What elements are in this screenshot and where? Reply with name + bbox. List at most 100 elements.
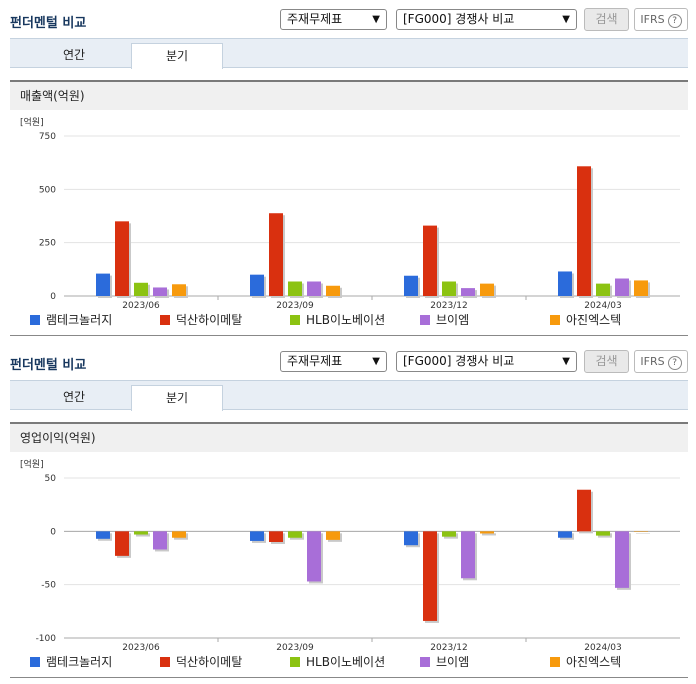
y-tick-label: 750 xyxy=(39,132,56,142)
bar xyxy=(307,531,321,582)
help-icon[interactable]: ? xyxy=(667,356,682,370)
bar xyxy=(326,285,340,296)
x-tick-label: 2023/12 xyxy=(430,301,467,310)
bar xyxy=(423,531,437,621)
legend-item[interactable]: 덕산하이메탈 xyxy=(160,653,242,670)
bar xyxy=(172,531,186,538)
ifrs-button[interactable]: IFRS? xyxy=(634,350,688,373)
bar xyxy=(96,273,110,296)
tab-annual[interactable]: 연간 xyxy=(62,390,86,404)
bar xyxy=(577,489,591,532)
legend-item[interactable]: 덕산하이메탈 xyxy=(160,311,242,328)
peer-group-value: [FG000] 경쟁사 비교 xyxy=(403,354,515,368)
bar xyxy=(96,531,110,539)
legend-item[interactable]: 아진엑스텍 xyxy=(550,653,621,670)
legend-label: 아진엑스텍 xyxy=(566,655,622,669)
legend-swatch xyxy=(550,657,560,667)
bar xyxy=(153,287,167,296)
statement-type-select[interactable]: 주재무제표 ▼ xyxy=(280,351,387,372)
divider xyxy=(10,335,688,336)
tab-annual[interactable]: 연간 xyxy=(62,48,86,62)
legend-swatch xyxy=(30,315,40,325)
search-button[interactable]: 검색 xyxy=(584,8,629,31)
bar xyxy=(442,531,456,537)
bar xyxy=(480,531,494,534)
statement-type-value: 주재무제표 xyxy=(287,12,343,26)
bar xyxy=(250,274,264,296)
y-tick-label: 250 xyxy=(39,239,56,249)
legend-label: 아진엑스텍 xyxy=(566,313,622,327)
statement-type-select[interactable]: 주재무제표 ▼ xyxy=(280,9,387,30)
legend-item[interactable]: 브이엠 xyxy=(420,653,469,670)
x-tick-label: 2023/09 xyxy=(276,301,314,310)
revenue-bar-chart: [억원] 0 250 500 750 2023/06 2023/09 2023/12 2024/… xyxy=(20,116,680,310)
help-icon[interactable]: ? xyxy=(667,14,682,28)
bar xyxy=(404,531,418,546)
legend-item[interactable]: HLB이노베이션 xyxy=(290,311,385,328)
bar xyxy=(153,531,167,550)
bar xyxy=(480,283,494,296)
operating-profit-bar-chart: [억원] -100 -50 0 50 2023/06 2023/09 2023/12 2024/… xyxy=(20,458,680,652)
bar xyxy=(461,288,475,296)
bar xyxy=(423,225,437,296)
x-tick-label: 2024/03 xyxy=(584,301,621,310)
panel-title: 펀더멘털 비교 xyxy=(10,358,87,373)
legend-label: HLB이노베이션 xyxy=(306,655,386,669)
legend-label: 램테크놀러지 xyxy=(46,313,113,327)
tab-quarterly[interactable]: 분기 xyxy=(131,385,223,411)
tab-quarterly[interactable]: 분기 xyxy=(131,43,223,69)
bar xyxy=(615,531,629,588)
x-tick-label: 2023/06 xyxy=(122,301,160,310)
x-tick-label: 2024/03 xyxy=(584,643,621,652)
divider xyxy=(10,677,688,678)
bar xyxy=(250,531,264,541)
period-tabs: 연간 분기 xyxy=(10,38,688,69)
bar xyxy=(461,531,475,579)
bar xyxy=(577,166,591,296)
bar-shadow xyxy=(636,533,650,534)
bar xyxy=(326,531,340,540)
chevron-down-icon: ▼ xyxy=(372,356,380,367)
legend-label: 브이엠 xyxy=(436,655,470,669)
legend-item[interactable]: 브이엠 xyxy=(420,311,469,328)
peer-group-select[interactable]: [FG000] 경쟁사 비교 ▼ xyxy=(396,9,577,30)
x-tick-label: 2023/12 xyxy=(430,643,467,652)
bar xyxy=(634,280,648,296)
bar xyxy=(596,283,610,296)
bar xyxy=(558,531,572,538)
legend-swatch xyxy=(420,657,430,667)
y-tick-label: -50 xyxy=(41,581,56,591)
fundamentals-panel-operating-profit: 펀더멘털 비교 주재무제표 ▼ [FG000] 경쟁사 비교 ▼ 검색 IFRS… xyxy=(0,342,696,684)
y-tick-label: 50 xyxy=(45,474,57,484)
bar-shadow xyxy=(136,533,150,537)
metric-header: 매출액(억원) xyxy=(10,80,688,110)
legend-label: HLB이노베이션 xyxy=(306,313,386,327)
legend-label: 덕산하이메탈 xyxy=(176,313,243,327)
bar xyxy=(288,531,302,538)
chevron-down-icon: ▼ xyxy=(562,356,570,367)
chevron-down-icon: ▼ xyxy=(372,14,380,25)
bar xyxy=(307,281,321,296)
bar xyxy=(558,271,572,296)
metric-header: 영업이익(억원) xyxy=(10,422,688,452)
peer-group-select[interactable]: [FG000] 경쟁사 비교 ▼ xyxy=(396,351,577,372)
legend-swatch xyxy=(290,657,300,667)
peer-group-value: [FG000] 경쟁사 비교 xyxy=(403,12,515,26)
y-tick-label: 500 xyxy=(39,185,56,195)
y-unit-label: [억원] xyxy=(20,116,44,128)
ifrs-button[interactable]: IFRS? xyxy=(634,8,688,31)
legend-item[interactable]: 램테크놀러지 xyxy=(30,653,112,670)
x-tick-label: 2023/06 xyxy=(122,643,160,652)
legend-item[interactable]: HLB이노베이션 xyxy=(290,653,385,670)
ifrs-label: IFRS xyxy=(640,355,665,368)
period-tabs: 연간 분기 xyxy=(10,380,688,411)
x-tick-label: 2023/09 xyxy=(276,643,314,652)
legend-label: 덕산하이메탈 xyxy=(176,655,243,669)
bar xyxy=(615,278,629,296)
legend-item[interactable]: 아진엑스텍 xyxy=(550,311,621,328)
legend-swatch xyxy=(420,315,430,325)
bar xyxy=(115,531,129,556)
search-button[interactable]: 검색 xyxy=(584,350,629,373)
legend-item[interactable]: 램테크놀러지 xyxy=(30,311,112,328)
bar xyxy=(288,281,302,296)
